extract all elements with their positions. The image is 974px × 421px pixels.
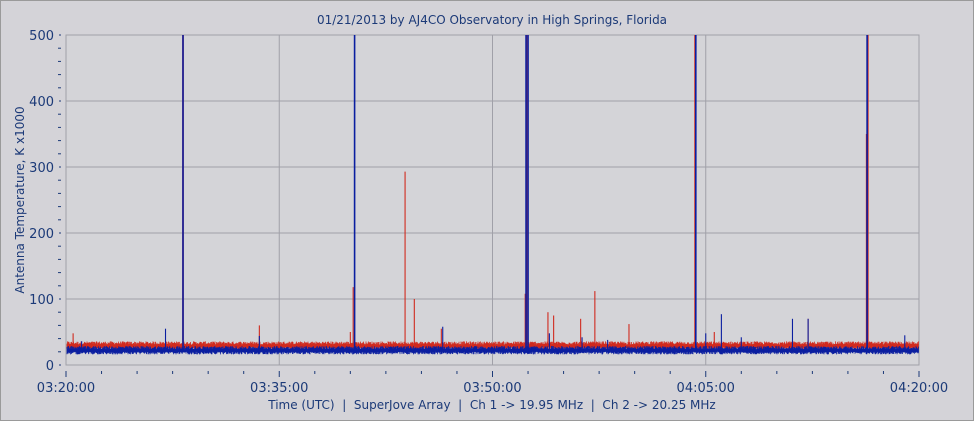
grid <box>66 35 919 365</box>
x-tick-label: 04:20:00 <box>890 381 948 396</box>
y-axis-label: Antenna Temperature, K x1000 <box>13 106 27 293</box>
x-axis: 03:20:00 03:35:00 03:50:00 04:05:00 04:20:00 <box>37 371 948 396</box>
series-noise-1 <box>66 346 919 355</box>
y-tick-label: 0 <box>46 359 54 374</box>
x-tick-label: 04:05:00 <box>677 381 735 396</box>
y-tick-label: 500 <box>29 29 54 44</box>
x-tick-label: 03:20:00 <box>37 381 95 396</box>
y-axis: 0 100 200 300 400 500 <box>29 29 61 374</box>
series-group <box>66 35 919 355</box>
x-tick-label: 03:50:00 <box>463 381 521 396</box>
x-tick-label: 03:35:00 <box>250 381 308 396</box>
chart-title: 01/21/2013 by AJ4CO Observatory in High … <box>317 13 667 27</box>
y-tick-label: 300 <box>29 161 54 176</box>
y-tick-label: 100 <box>29 293 54 308</box>
y-tick-label: 400 <box>29 95 54 110</box>
y-tick-label: 200 <box>29 227 54 242</box>
x-axis-label: Time (UTC) | SuperJove Array | Ch 1 -> 1… <box>267 398 715 412</box>
